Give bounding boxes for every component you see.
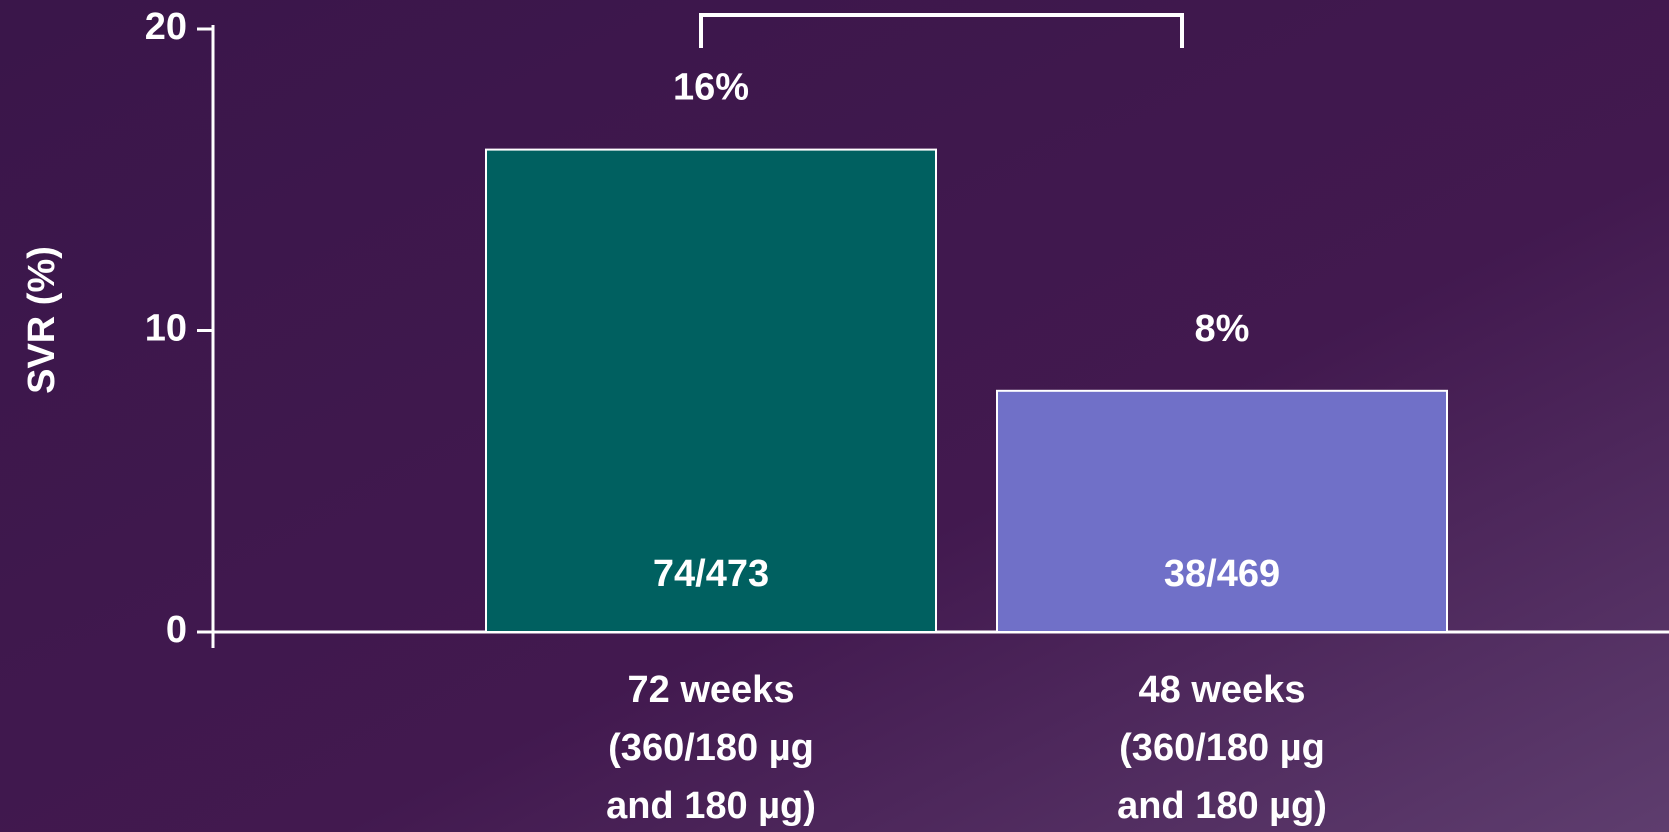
x-tick-label: and 180 µg) xyxy=(1117,785,1327,827)
y-tick-label: 10 xyxy=(145,308,187,350)
y-axis-label: SVR (%) xyxy=(21,246,63,394)
comparison-bracket xyxy=(699,13,1184,48)
x-tick-label: 48 weeks xyxy=(1139,669,1306,711)
bar-inner-label: 74/473 xyxy=(653,553,769,595)
y-tick-label: 0 xyxy=(166,609,187,651)
bar xyxy=(996,389,1448,633)
value-label: 8% xyxy=(1195,308,1250,350)
bar xyxy=(485,148,937,633)
value-label: 16% xyxy=(673,67,749,109)
x-tick-label: (360/180 µg xyxy=(608,727,814,769)
x-tick-label: 72 weeks xyxy=(628,669,795,711)
x-tick-label: (360/180 µg xyxy=(1119,727,1325,769)
x-tick-label: and 180 µg) xyxy=(606,785,816,827)
bar-inner-label: 38/469 xyxy=(1164,553,1280,595)
y-tick-label: 20 xyxy=(145,6,187,48)
